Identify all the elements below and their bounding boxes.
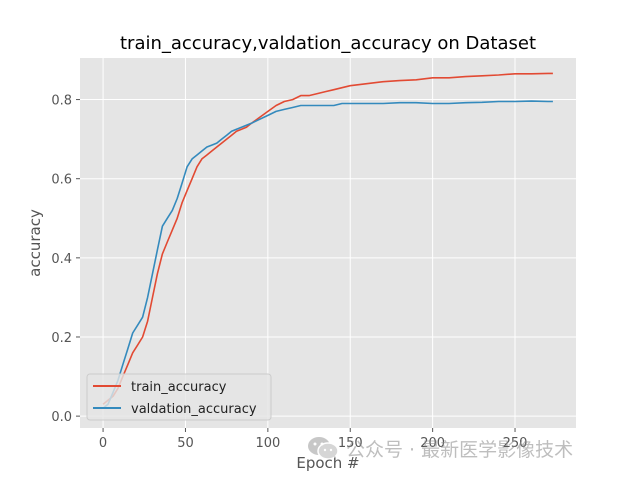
grid-lines xyxy=(80,58,576,428)
x-tick-label: 150 xyxy=(338,436,363,451)
series-layer xyxy=(102,72,553,409)
series-line-train xyxy=(102,72,553,405)
y-tick-label: 0.8 xyxy=(51,94,72,109)
legend: train_accuracy valdation_accuracy xyxy=(86,373,272,421)
axis-ticks: 0 50 100 150 200 250 0.0 0.2 0.4 0.6 0.8 xyxy=(51,94,527,451)
chart-title: train_accuracy,valdation_accuracy on Dat… xyxy=(120,33,536,54)
x-tick-label: 250 xyxy=(503,436,528,451)
x-axis-label: Epoch # xyxy=(296,454,359,472)
x-tick-label: 0 xyxy=(99,436,107,451)
y-tick-label: 0.4 xyxy=(51,252,72,267)
plot-area xyxy=(80,58,576,428)
x-tick-label: 200 xyxy=(420,436,445,451)
x-tick-label: 50 xyxy=(177,436,194,451)
y-tick-label: 0.0 xyxy=(51,410,72,425)
y-tick-label: 0.6 xyxy=(51,173,72,188)
y-axis-label: accuracy xyxy=(26,209,44,277)
y-tick-label: 0.2 xyxy=(51,331,72,346)
legend-label-validation: valdation_accuracy xyxy=(131,402,257,417)
legend-box xyxy=(86,373,272,421)
series-line-validation xyxy=(102,100,553,409)
legend-label-train: train_accuracy xyxy=(131,380,227,395)
x-tick-label: 100 xyxy=(255,436,280,451)
